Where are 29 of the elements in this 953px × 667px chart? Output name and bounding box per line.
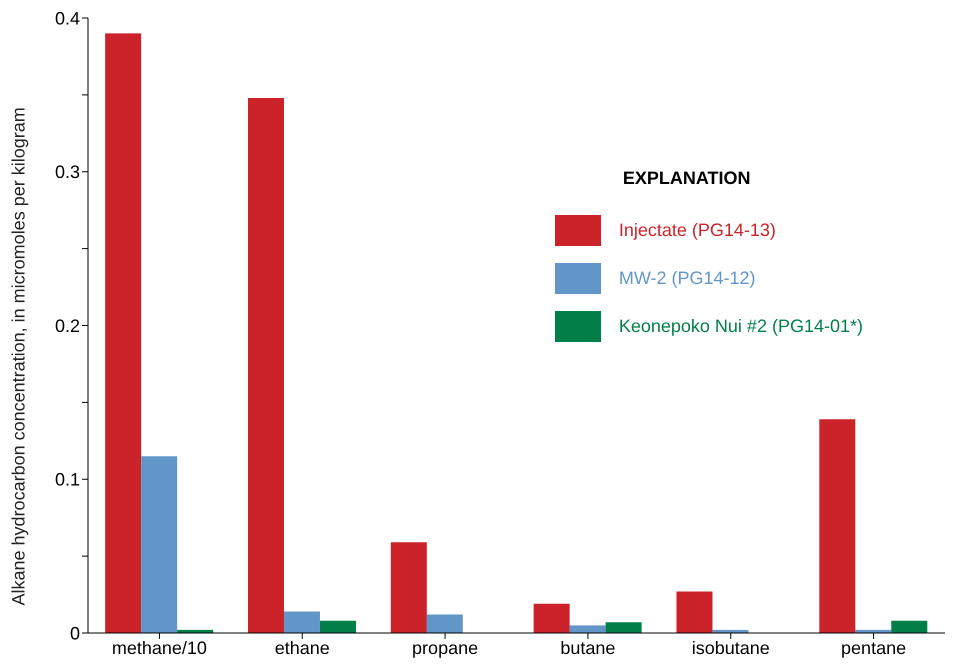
bar: [534, 604, 570, 633]
x-tick-label: ethane: [274, 638, 330, 658]
bar: [891, 620, 928, 633]
y-tick-label: 0.1: [54, 470, 80, 490]
y-tick-label: 0.3: [54, 162, 80, 182]
bar: [105, 33, 142, 633]
bar: [570, 625, 606, 633]
y-tick-label: 0.4: [54, 8, 80, 28]
bar: [426, 614, 463, 633]
bar: [284, 611, 320, 633]
legend-label: MW-2 (PG14-12): [618, 268, 756, 289]
legend-label: Injectate (PG14-13): [618, 220, 776, 241]
x-tick-label: butane: [560, 638, 616, 658]
bar: [320, 620, 356, 633]
bar: [819, 419, 856, 633]
x-tick-label: isobutane: [692, 638, 770, 658]
x-tick-label: methane/10: [112, 638, 207, 658]
bar: [676, 591, 712, 633]
bar: [390, 542, 427, 633]
y-tick-label: 0.2: [54, 316, 80, 336]
x-tick-label: pentane: [841, 638, 906, 658]
legend-label: Keonepoko Nui #2 (PG14-01*): [618, 316, 863, 337]
x-tick-label: propane: [412, 638, 478, 658]
bar: [141, 456, 178, 633]
bar: [606, 622, 642, 633]
bar: [248, 98, 284, 633]
y-tick-label: 0: [70, 623, 80, 644]
y-axis-title: Alkane hydrocarbon concentration, in micromoles per kilogram: [8, 107, 28, 606]
legend-title: EXPLANATION: [622, 168, 752, 189]
